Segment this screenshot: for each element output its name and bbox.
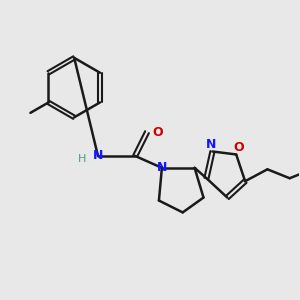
Text: H: H (77, 154, 86, 164)
Text: N: N (157, 161, 167, 174)
Text: N: N (93, 149, 103, 162)
Text: O: O (152, 126, 163, 139)
Text: N: N (206, 138, 216, 151)
Text: O: O (234, 140, 244, 154)
